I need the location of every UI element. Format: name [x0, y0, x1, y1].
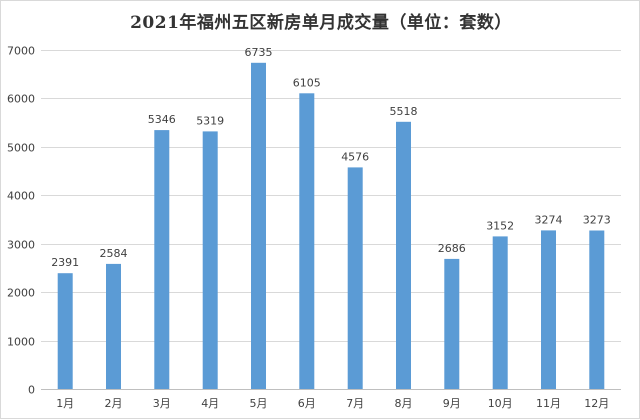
data-label: 2391	[51, 256, 79, 269]
data-label: 5518	[390, 105, 418, 118]
bar-11	[541, 230, 556, 389]
data-label: 2686	[438, 242, 466, 255]
data-label: 2584	[100, 247, 128, 260]
y-tick-label: 5000	[7, 142, 35, 155]
bar-2	[106, 263, 121, 389]
x-tick-label: 7月	[346, 397, 364, 410]
x-tick-label: 9月	[443, 397, 461, 410]
x-tick-label: 12月	[584, 397, 609, 410]
x-axis: 1月 2月 3月 4月 5月 6月 7月 8月 9月 10月 11月 12月	[41, 389, 621, 410]
x-tick-label: 6月	[298, 397, 316, 410]
bar-4	[202, 131, 218, 389]
data-label: 6735	[245, 46, 273, 59]
x-tick-label: 2月	[105, 397, 123, 410]
y-tick-label: 7000	[7, 45, 35, 58]
data-labels: 2391 2584 5346 5319 6735 6105 4576 5518 2686 3152…	[51, 46, 611, 269]
bar-6	[299, 93, 315, 390]
grid-lines	[41, 50, 621, 342]
x-tick-label: 3月	[153, 397, 171, 410]
data-label: 3152	[486, 219, 514, 232]
bar-8	[396, 121, 411, 390]
data-label: 3273	[583, 214, 611, 227]
y-tick-label: 4000	[7, 190, 35, 203]
y-tick-label: 0	[28, 384, 35, 397]
bar-5	[251, 62, 266, 390]
bar-9	[444, 258, 460, 389]
data-label: 6105	[293, 76, 321, 89]
data-label: 5319	[196, 114, 224, 127]
chart-title: 2021年福州五区新房单月成交量（单位：套数）	[130, 13, 512, 33]
y-tick-label: 1000	[7, 336, 35, 349]
x-tick-label: 10月	[488, 397, 513, 410]
y-tick-label: 2000	[7, 287, 35, 300]
x-tick-label: 5月	[250, 397, 268, 410]
data-label: 4576	[341, 150, 369, 163]
bar-12	[589, 230, 605, 389]
x-tick-label: 11月	[536, 397, 561, 410]
y-tick-label: 6000	[7, 93, 35, 106]
x-tick-label: 1月	[56, 397, 74, 410]
bar-1	[57, 273, 73, 389]
x-tick-label: 4月	[201, 397, 219, 410]
bar-3	[154, 130, 170, 389]
y-tick-label: 3000	[7, 239, 35, 252]
data-label: 5346	[148, 113, 176, 126]
data-label: 3274	[535, 213, 563, 226]
y-axis: 0 1000 2000 3000 4000 5000 6000 7000	[7, 45, 35, 397]
bar-10	[492, 236, 508, 389]
bars	[57, 62, 605, 390]
x-tick-label: 8月	[395, 397, 413, 410]
bar-7	[347, 167, 363, 389]
